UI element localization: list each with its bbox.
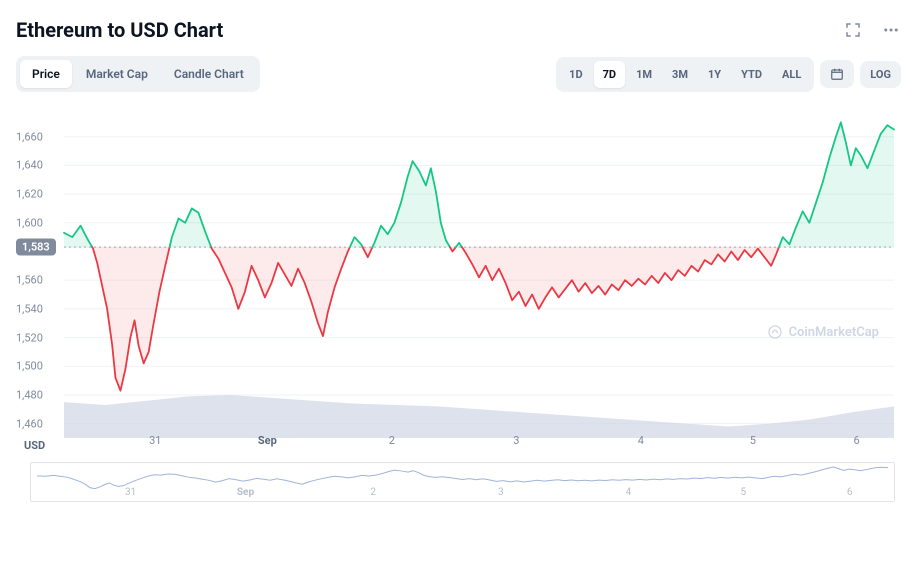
chart-view-tab[interactable]: Candle Chart [162,60,256,88]
chart-view-tab[interactable]: Price [20,60,72,88]
x-axis-tick: 3 [513,434,519,447]
more-icon[interactable] [881,20,901,40]
minimap-x-tick: 5 [741,487,747,498]
y-axis-tick: 1,640 [16,159,43,172]
range-button[interactable]: ALL [773,61,810,88]
y-axis-tick: 1,560 [16,274,43,287]
range-button[interactable]: 1M [627,61,661,88]
y-axis-tick: 1,500 [16,360,43,373]
range-button[interactable]: 3M [663,61,697,88]
calendar-button[interactable] [820,60,854,88]
y-axis-tick: 1,620 [16,188,43,201]
minimap[interactable]: 31 Sep 2 3 4 5 6 [30,462,895,502]
chart-view-tabs: PriceMarket CapCandle Chart [16,56,260,92]
range-button[interactable]: YTD [732,61,771,88]
x-axis-tick: 5 [750,434,756,447]
minimap-x-tick: 31 [125,487,136,498]
x-axis-tick: 4 [638,434,644,447]
y-axis-tick: 1,540 [16,302,43,315]
watermark: CoinMarketCap [767,324,879,340]
x-axis-tick: 31 [149,434,161,447]
range-button[interactable]: 1D [560,61,591,88]
currency-label: USD [24,439,45,452]
price-chart[interactable]: 1,460 1,480 1,500 1,520 1,540 1,560 1,583 1,600… [16,102,901,502]
baseline-badge: 1,583 [16,239,56,256]
x-axis-tick: 2 [389,434,395,447]
time-range-group: 1D7D1M3M1YYTDALL [556,57,814,92]
y-axis-tick: 1,480 [16,388,43,401]
y-axis-tick: 1,600 [16,216,43,229]
x-axis-tick: 6 [854,434,860,447]
minimap-x-tick: 6 [847,487,853,498]
fullscreen-icon[interactable] [843,20,863,40]
y-axis-tick: 1,520 [16,331,43,344]
minimap-x-tick: 2 [370,487,376,498]
y-axis-tick: 1,660 [16,130,43,143]
range-button[interactable]: 1Y [699,61,730,88]
range-button[interactable]: 7D [594,61,625,88]
chart-view-tab[interactable]: Market Cap [74,60,160,88]
minimap-x-tick: Sep [237,487,254,498]
log-scale-button[interactable]: LOG [860,61,901,88]
page-title: Ethereum to USD Chart [16,18,223,42]
x-axis-tick: Sep [258,434,277,447]
minimap-x-tick: 3 [498,487,504,498]
y-axis-tick: 1,460 [16,417,43,430]
minimap-x-tick: 4 [626,487,632,498]
